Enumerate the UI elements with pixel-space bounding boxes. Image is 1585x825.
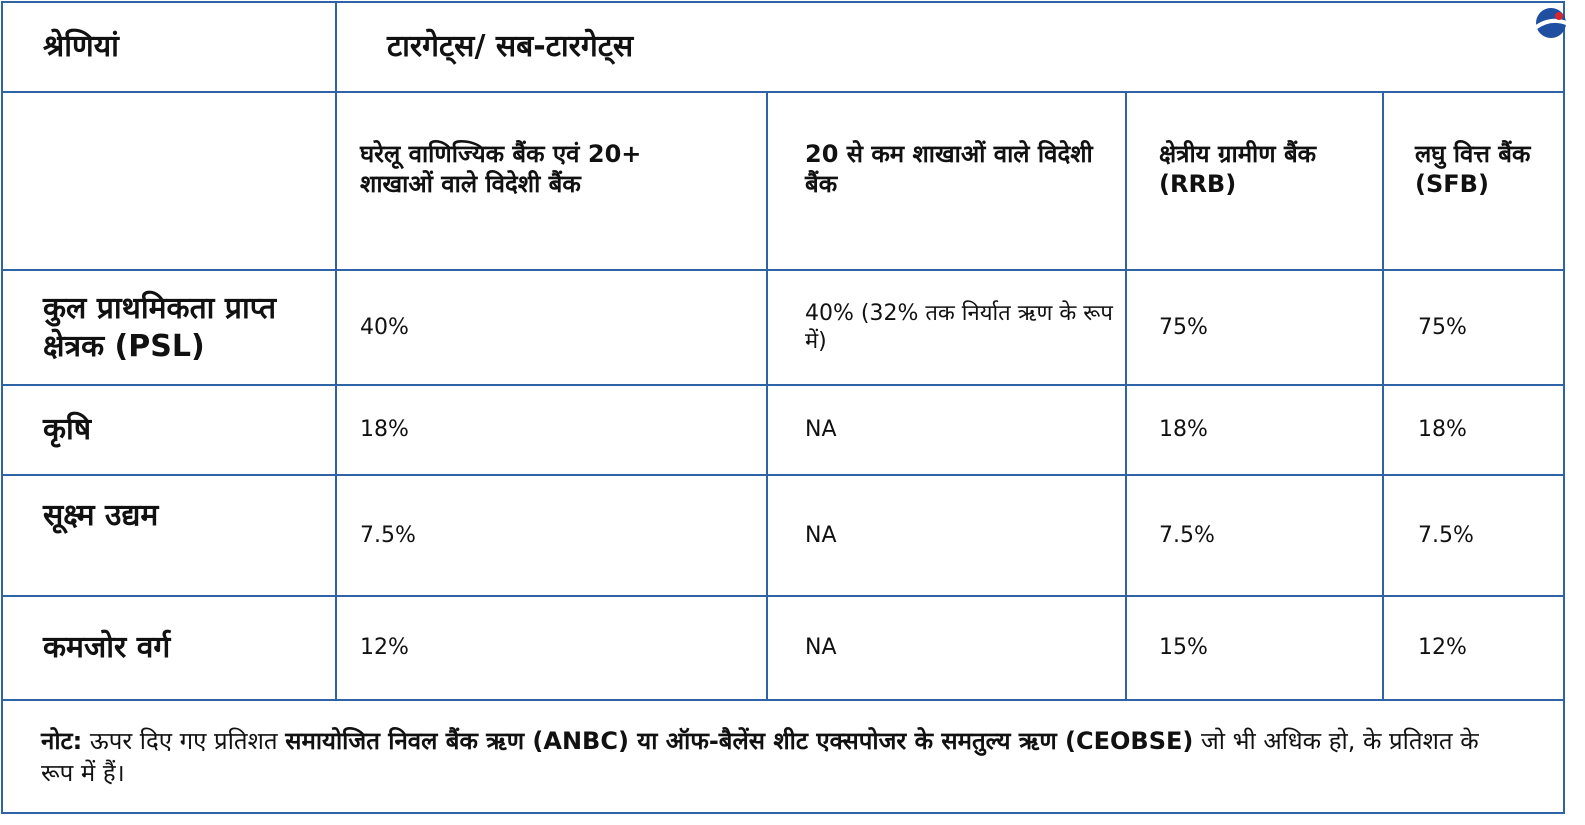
grid-line	[3, 595, 1563, 597]
table-cell: NA	[805, 522, 837, 548]
table-cell: 15%	[1159, 635, 1208, 661]
column-header-domestic-banks: घरेलू वाणिज्यिक बैंक एवं 20+ शाखाओं वाले…	[360, 140, 642, 198]
row-header-psl: कुल प्राथमिकता प्राप्त क्षेत्रक (PSL)	[43, 291, 277, 364]
table-cell: 12%	[360, 635, 409, 661]
table-cell: 18%	[1159, 417, 1208, 443]
table-cell: 18%	[1418, 417, 1467, 443]
footnote: नोट: ऊपर दिए गए प्रतिशत समायोजित निवल बै…	[41, 701, 1481, 813]
grid-line	[3, 91, 1563, 93]
footnote-emphasis: समायोजित निवल बैंक ऋण (ANBC) या ऑफ-बैलें…	[285, 727, 1194, 755]
priority-sector-table: श्रेणियां टारगेट्स/ सब-टारगेट्स घरेलू वा…	[1, 1, 1565, 814]
column-header-foreign-banks: 20 से कम शाखाओं वाले विदेशी बैंक	[805, 140, 1093, 198]
row-header-micro-enterprises: सूक्ष्म उद्यम	[43, 498, 159, 534]
grid-line	[1382, 91, 1384, 699]
table-cell: 12%	[1418, 635, 1467, 661]
column-header-rrb: क्षेत्रीय ग्रामीण बैंक (RRB)	[1159, 140, 1317, 198]
grid-line	[766, 91, 768, 699]
grid-line	[3, 269, 1563, 271]
table-cell: NA	[805, 635, 837, 661]
grid-line	[335, 3, 337, 699]
brand-logo-icon	[1533, 8, 1570, 38]
column-header-sfb: लघु वित्त बैंक (SFB)	[1415, 140, 1531, 198]
table-cell: NA	[805, 417, 837, 443]
table-cell: 75%	[1159, 314, 1208, 340]
table-cell: 7.5%	[360, 522, 416, 548]
table-cell: 40%	[360, 314, 409, 340]
footnote-label: नोट:	[41, 727, 83, 755]
grid-line	[3, 699, 1563, 701]
category-header: श्रेणियां	[43, 29, 119, 65]
table-cell: 40% (32% तक निर्यात ऋण के रूप में)	[805, 301, 1113, 354]
row-header-weaker-sections: कमजोर वर्ग	[43, 630, 171, 666]
grid-line	[3, 474, 1563, 476]
table-cell: 18%	[360, 417, 409, 443]
table-cell: 7.5%	[1159, 522, 1215, 548]
table-cell: 7.5%	[1418, 522, 1474, 548]
targets-header: टारगेट्स/ सब-टारगेट्स	[387, 29, 634, 65]
table-cell: 75%	[1418, 314, 1467, 340]
row-header-agriculture: कृषि	[43, 412, 92, 448]
footnote-text: ऊपर दिए गए प्रतिशत	[82, 727, 286, 755]
grid-line	[3, 384, 1563, 386]
footnote-text: जो भी अधिक हो, के प्रतिशत के रूप में हैं…	[41, 727, 1479, 788]
grid-line	[1125, 91, 1127, 699]
